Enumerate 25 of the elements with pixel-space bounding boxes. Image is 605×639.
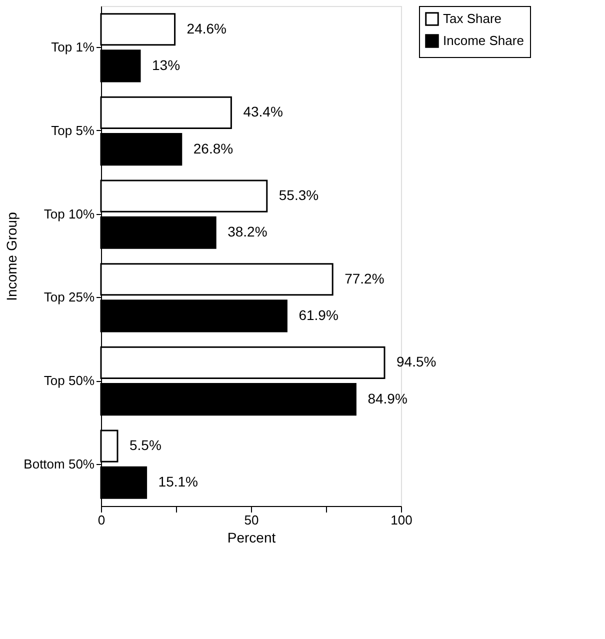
data-label: 26.8% [193, 140, 234, 156]
data-label: 94.5% [396, 354, 436, 370]
y-tick-label: Top 10% [44, 206, 95, 222]
data-label: 38.2% [228, 224, 268, 240]
x-axis-title: Percent [227, 530, 276, 546]
y-tick-label: Top 50% [44, 373, 95, 388]
y-tick-label: Bottom 50% [24, 456, 95, 472]
data-label: 5.5% [130, 437, 162, 454]
y-tick-label: Top 5% [51, 123, 95, 138]
data-label: 61.9% [298, 306, 338, 323]
legend-label: Tax Share [443, 11, 502, 26]
legend-label: Income Share [443, 33, 524, 48]
x-tick-label: 0 [98, 512, 106, 528]
data-label: 77.2% [344, 270, 384, 286]
data-label: 15.1% [158, 474, 198, 490]
data-label: 24.6% [186, 20, 227, 36]
y-tick-label: Top 1% [51, 40, 95, 55]
data-label: 55.3% [278, 187, 319, 204]
data-label: 13% [152, 56, 180, 73]
y-tick-label: Top 25% [44, 290, 95, 305]
y-axis-title: Income Group [4, 212, 20, 301]
data-label: 43.4% [243, 104, 283, 120]
x-tick-label: 50 [244, 512, 259, 528]
data-label: 84.9% [368, 390, 408, 406]
x-tick-label: 100 [390, 512, 412, 528]
